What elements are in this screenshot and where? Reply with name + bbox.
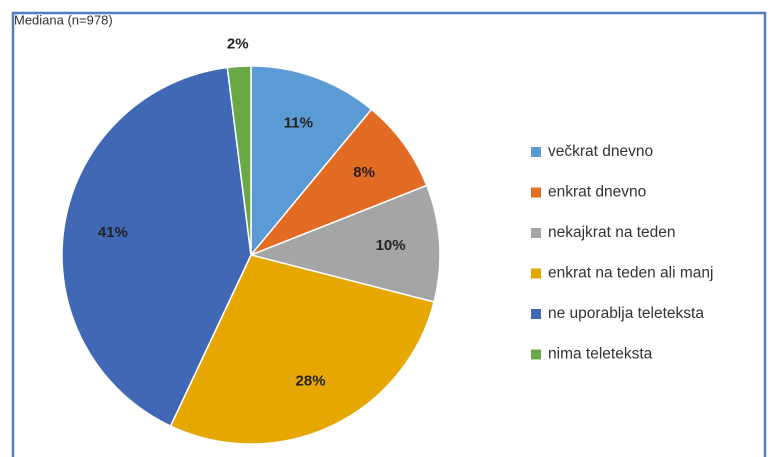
pie-slice <box>250 65 373 258</box>
pie-slice <box>250 108 428 256</box>
legend-swatch <box>531 228 541 238</box>
data-label: 28% <box>296 373 326 390</box>
data-label: 41% <box>98 224 128 241</box>
legend-swatch <box>531 187 541 198</box>
legend-swatch <box>531 147 541 157</box>
data-label: 10% <box>376 237 406 254</box>
legend-label: nekajkrat na teden <box>548 224 676 241</box>
data-label: 11% <box>284 114 313 131</box>
pie-slice <box>169 254 435 445</box>
frame <box>11 11 767 457</box>
chart-title: Mediana (n=978) <box>14 12 113 27</box>
pie-slice <box>61 66 252 428</box>
legend-label: enkrat na teden ali manj <box>548 265 713 282</box>
legend-swatch <box>531 309 541 319</box>
pie-slice <box>226 65 252 256</box>
data-label: 8% <box>353 164 375 181</box>
legend-swatch <box>531 268 541 279</box>
legend-label: ne uporablja teleteksta <box>548 305 704 322</box>
legend-label: večkrat dnevno <box>548 143 653 160</box>
legend-label: nima teleteksta <box>548 346 653 363</box>
legend-label: enkrat dnevno <box>548 184 646 201</box>
legend-swatch <box>531 349 541 360</box>
data-label: 2% <box>227 35 249 52</box>
pie-slice <box>248 184 441 303</box>
